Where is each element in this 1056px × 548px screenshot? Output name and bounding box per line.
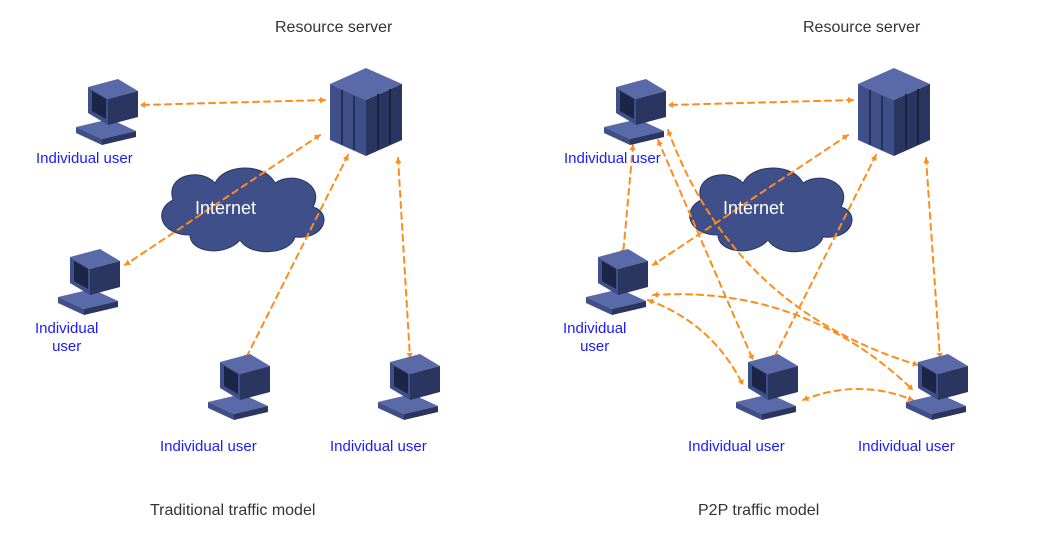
user-label: Individual user [160,438,257,456]
user-label: Individual user [858,438,955,456]
computer-icon [898,352,978,428]
caption-p2p: P2P traffic model [698,502,819,520]
connection-line [803,389,913,400]
connection-line [398,158,410,358]
user-label: Individual user [564,150,661,168]
server-icon [310,60,420,170]
cloud-label: Internet [195,198,256,219]
connection-line [140,100,325,105]
computer-icon [728,352,808,428]
server-label: Resource server [275,18,392,37]
computer-icon [50,247,130,323]
caption-traditional: Traditional traffic model [150,502,315,520]
connection-line [668,100,853,105]
computer-icon [370,352,450,428]
user-label: Individual user [688,438,785,456]
user-label: Individual user [36,150,133,168]
computer-icon [200,352,280,428]
computer-icon [596,77,676,153]
cloud-label: Internet [723,198,784,219]
user-label: Individual user [563,320,626,356]
traditional-panel: Resource server Internet Individual user In… [0,0,528,548]
connection-line [926,158,940,358]
user-label: Individual user [35,320,98,356]
server-label: Resource server [803,18,920,37]
computer-icon [68,77,148,153]
server-icon [838,60,948,170]
computer-icon [578,247,658,323]
user-label: Individual user [330,438,427,456]
p2p-panel: Resource server Internet Individual user In… [528,0,1056,548]
